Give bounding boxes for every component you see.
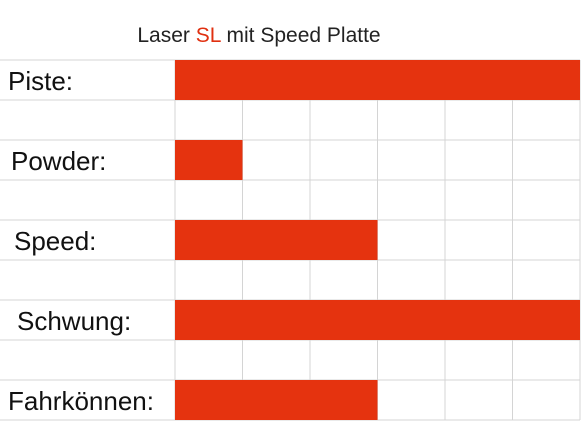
bar (175, 60, 580, 100)
bar (175, 140, 243, 180)
title-part: Laser (137, 24, 190, 47)
category-label: Schwung: (17, 306, 131, 336)
bar (175, 220, 378, 260)
bar (175, 380, 378, 420)
category-label: Speed: (14, 226, 96, 256)
category-label: Piste: (8, 66, 73, 96)
category-label: Powder: (11, 146, 106, 176)
bar (175, 300, 580, 340)
title-part: SL (196, 24, 221, 47)
title-part: mit Speed Platte (227, 24, 381, 47)
category-label: Fahrkönnen: (8, 386, 154, 416)
chart-title: Laser SL mit Speed Platte (137, 24, 380, 47)
